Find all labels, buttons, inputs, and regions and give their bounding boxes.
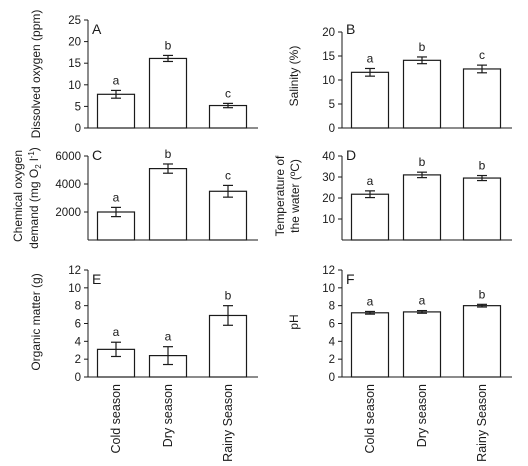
y-tick-label-a: 15 xyxy=(68,58,81,70)
significance-letter-d-2: b xyxy=(419,155,426,169)
bar-a-3 xyxy=(208,104,248,129)
significance-letter-b-2: b xyxy=(419,40,426,54)
y-tick-label-d: 40 xyxy=(322,151,335,163)
y-tick-label-f: 0 xyxy=(329,372,335,384)
plot-area-e: 0 2 4 6 8 10 12 a a b xyxy=(68,265,258,384)
significance-letter-b-3: c xyxy=(479,48,485,62)
significance-letter-f-2: a xyxy=(419,294,426,308)
y-tick-label-b: 20 xyxy=(322,27,335,39)
bar-b-3 xyxy=(462,68,502,129)
significance-letter-d-3: b xyxy=(479,159,486,173)
y-tick-label-e: 10 xyxy=(68,283,81,295)
significance-letter-e-2: a xyxy=(165,330,172,344)
y-tick-label-b: 15 xyxy=(322,51,335,63)
ylabel-temperature-line1: Temperature of xyxy=(273,155,287,236)
y-tick-label-b: 0 xyxy=(329,123,335,135)
panel-letter-d: D xyxy=(346,147,356,163)
y-tick-label-c: 2000 xyxy=(55,207,81,219)
plot-area-f: 0 2 4 6 8 10 12 a a b xyxy=(322,265,512,384)
y-tick-label-a: 20 xyxy=(68,37,81,49)
y-tick-label-e: 2 xyxy=(75,354,81,366)
panel-letter-e: E xyxy=(92,271,101,287)
x-category-label-e-1: Cold season xyxy=(109,384,123,454)
y-tick-label-f: 12 xyxy=(322,265,335,277)
bar-c-3 xyxy=(208,190,248,241)
y-tick-label-c: 4000 xyxy=(55,179,81,191)
chart-panel-b: B Salinity (%) 0 5 10 15 20 a b c xyxy=(287,21,512,135)
ylabel-salinity: Salinity (%) xyxy=(287,46,301,107)
ylabel-temperature-line2: the water (ºC) xyxy=(288,159,302,233)
significance-letter-a-3: c xyxy=(225,86,231,100)
chart-panel-a: A Dissolved oxygen (ppm) 0 5 10 15 20 25 a b c xyxy=(29,10,258,139)
y-tick-label-e: 8 xyxy=(75,301,81,313)
panel-letter-c: C xyxy=(92,147,102,163)
significance-letter-e-3: b xyxy=(225,289,232,303)
y-tick-label-f: 4 xyxy=(329,336,336,348)
significance-letter-f-1: a xyxy=(367,294,374,308)
bar-d-3 xyxy=(462,177,502,241)
significance-letter-a-1: a xyxy=(113,73,120,87)
y-tick-label-a: 25 xyxy=(68,15,81,27)
significance-letter-a-2: b xyxy=(165,38,172,52)
bar-d-2 xyxy=(402,174,442,241)
x-category-label-e-3: Rainy Season xyxy=(221,384,235,462)
y-tick-label-c: 6000 xyxy=(55,151,81,163)
ylabel-chemical-oxygen-demand-line1: Chemical oxygen xyxy=(11,150,25,242)
y-tick-label-b: 5 xyxy=(329,99,335,111)
chart-panel-f: F pH 0 2 4 6 8 10 12 a a b xyxy=(287,265,512,384)
bar-f-1 xyxy=(350,312,390,378)
bar-b-2 xyxy=(402,59,442,129)
y-tick-label-a: 0 xyxy=(75,123,81,135)
x-category-label-f-2: Dry season xyxy=(415,384,429,447)
x-category-label-f-1: Cold season xyxy=(363,384,377,454)
x-category-label-f-3: Rainy Season xyxy=(475,384,489,462)
y-tick-label-a: 5 xyxy=(75,101,81,113)
panel-letter-b: B xyxy=(346,21,355,37)
ylabel-dissolved-oxygen: Dissolved oxygen (ppm) xyxy=(29,10,43,139)
y-tick-label-d: 20 xyxy=(322,193,335,205)
bar-c-2 xyxy=(148,168,188,241)
significance-letter-c-1: a xyxy=(113,190,120,204)
y-tick-label-a: 10 xyxy=(68,80,81,92)
y-tick-label-e: 6 xyxy=(75,319,81,331)
y-tick-label-d: 30 xyxy=(322,172,335,184)
chart-panel-c: C Chemical oxygen demand (mg O2 l-1) 200… xyxy=(11,147,258,249)
plot-area-d: 10 20 30 40 a b b xyxy=(322,151,512,241)
panel-letter-f: F xyxy=(346,271,355,287)
y-tick-label-f: 6 xyxy=(329,319,335,331)
ylabel-ph: pH xyxy=(287,314,301,329)
bar-f-2 xyxy=(402,311,442,378)
y-tick-label-d: 10 xyxy=(322,214,335,226)
y-tick-label-e: 4 xyxy=(75,336,82,348)
bar-a-2 xyxy=(148,57,188,129)
y-tick-label-f: 2 xyxy=(329,354,335,366)
ylabel-chemical-oxygen-demand-line2: demand (mg O2 l-1) xyxy=(27,147,43,249)
y-tick-label-f: 10 xyxy=(322,283,335,295)
plot-area-b: 0 5 10 15 20 a b c xyxy=(322,27,512,135)
bar-b-1 xyxy=(350,71,390,129)
y-tick-label-e: 12 xyxy=(68,265,81,277)
significance-letter-f-3: b xyxy=(479,287,486,301)
plot-area-a: 0 5 10 15 20 25 a b c xyxy=(68,15,258,135)
chart-panel-e: E Organic matter (g) 0 2 4 6 8 10 12 a a b xyxy=(29,265,258,384)
significance-letter-c-2: b xyxy=(165,147,172,161)
y-tick-label-b: 10 xyxy=(322,75,335,87)
plot-area-c: 2000 4000 6000 a b c xyxy=(55,147,258,241)
bar-d-1 xyxy=(350,193,390,241)
panel-letter-a: A xyxy=(92,21,102,37)
significance-letter-c-3: c xyxy=(225,168,231,182)
chart-panel-d: D Temperature of the water (ºC) 10 20 30 40… xyxy=(273,147,512,241)
x-category-labels: Cold season Dry season Rainy Season Cold se… xyxy=(109,384,489,462)
y-tick-label-f: 8 xyxy=(329,301,335,313)
significance-letter-b-1: a xyxy=(367,51,374,65)
y-tick-label-e: 0 xyxy=(75,372,81,384)
x-category-label-e-2: Dry season xyxy=(161,384,175,447)
bar-f-3 xyxy=(462,305,502,378)
bar-a-1 xyxy=(96,93,136,129)
ylabel-organic-matter: Organic matter (g) xyxy=(29,273,43,370)
significance-letter-d-1: a xyxy=(367,174,374,188)
significance-letter-e-1: a xyxy=(113,325,120,339)
